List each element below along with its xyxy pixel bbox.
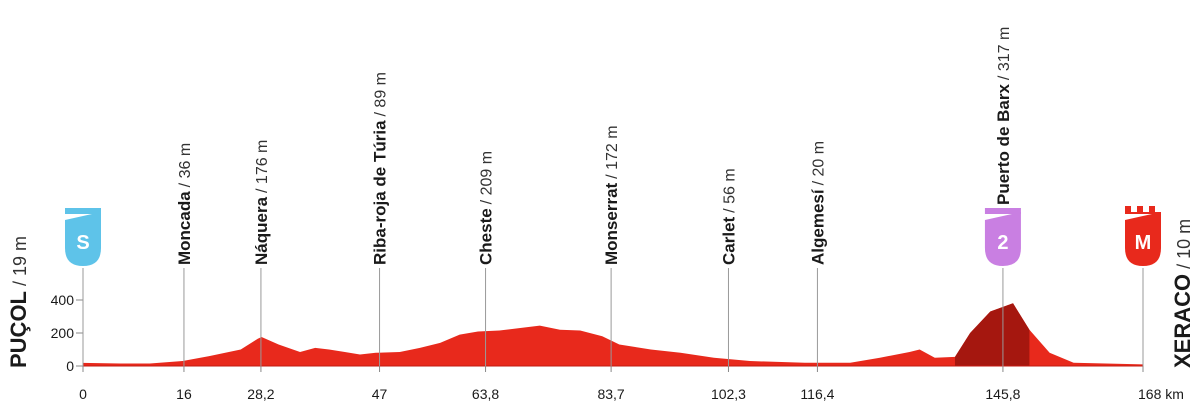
waypoint-name: Moncada — [175, 191, 194, 265]
x-tick-label: 28,2 — [247, 386, 274, 402]
badge-top — [65, 208, 101, 214]
waypoint-elevation: / 317 m — [996, 27, 1013, 80]
endpoint-name: PUÇOL — [6, 291, 31, 368]
x-tick-label: 0 — [79, 386, 87, 402]
endpoint-label: PUÇOL / 19 m — [6, 236, 31, 368]
finish-checker — [1149, 206, 1155, 212]
waypoint-elevation: / 176 m — [254, 140, 271, 193]
finish-checker — [1131, 206, 1137, 212]
waypoint-label: Cheste / 209 m — [477, 151, 496, 265]
endpoint-label: XERACO / 10 m — [1170, 219, 1195, 368]
x-tick-label: 63,8 — [472, 386, 499, 402]
y-tick-label: 0 — [66, 358, 74, 374]
x-tick-label: 16 — [176, 386, 192, 402]
waypoint-name: Puerto de Barx — [994, 84, 1013, 205]
climb-area — [954, 303, 1030, 366]
waypoint-name: Náquera — [252, 196, 271, 265]
finish-checker — [1155, 206, 1161, 212]
x-tick-label: 116,4 — [800, 386, 834, 402]
elevation-area — [83, 303, 1143, 366]
endpoint-name: XERACO — [1170, 274, 1195, 368]
waypoint-name: Algemesí — [808, 188, 827, 265]
waypoint-elevation: / 20 m — [810, 141, 827, 185]
x-tick-label: 102,3 — [711, 386, 746, 402]
waypoint-label: Riba-roja de Túria / 89 m — [371, 72, 390, 265]
waypoint-label: Puerto de Barx / 317 m — [994, 27, 1013, 205]
finish-checker — [1125, 206, 1131, 212]
waypoint-label: Carlet / 56 m — [719, 168, 738, 265]
waypoint-elevation: / 209 m — [479, 151, 496, 204]
endpoint-elevation: / 19 m — [10, 236, 30, 286]
waypoint-label: Monserrat / 172 m — [602, 125, 621, 265]
waypoint-elevation: / 36 m — [177, 143, 194, 187]
badge-text: M — [1135, 232, 1152, 254]
waypoint-elevation: / 89 m — [373, 72, 390, 116]
waypoint-elevation: / 56 m — [721, 168, 738, 212]
finish-checker — [1137, 206, 1143, 212]
x-tick-label: 145,8 — [985, 386, 1020, 402]
y-tick-label: 400 — [51, 292, 75, 308]
y-tick-label: 200 — [51, 325, 75, 341]
waypoint-name: Riba-roja de Túria — [371, 120, 390, 265]
waypoint-name: Cheste — [477, 208, 496, 265]
waypoint-label: Algemesí / 20 m — [808, 141, 827, 265]
badge-shape — [1125, 212, 1161, 266]
waypoint-elevation: / 172 m — [604, 125, 621, 178]
endpoint-elevation: / 10 m — [1174, 219, 1194, 269]
badge-shape — [984, 212, 1021, 266]
finish-checker — [1143, 206, 1149, 212]
badge-shape — [65, 212, 101, 266]
badge-top — [984, 208, 1021, 214]
waypoint-name: Monserrat — [602, 182, 621, 265]
x-tick-label: 47 — [372, 386, 388, 402]
x-tick-label: 83,7 — [597, 386, 624, 402]
x-tick-label: 168 km — [1138, 386, 1184, 402]
badge-text: 2 — [997, 232, 1008, 254]
badge-text: S — [76, 232, 89, 254]
waypoint-label: Moncada / 36 m — [175, 143, 194, 265]
waypoint-name: Carlet — [719, 216, 738, 265]
waypoint-label: Náquera / 176 m — [252, 140, 271, 265]
